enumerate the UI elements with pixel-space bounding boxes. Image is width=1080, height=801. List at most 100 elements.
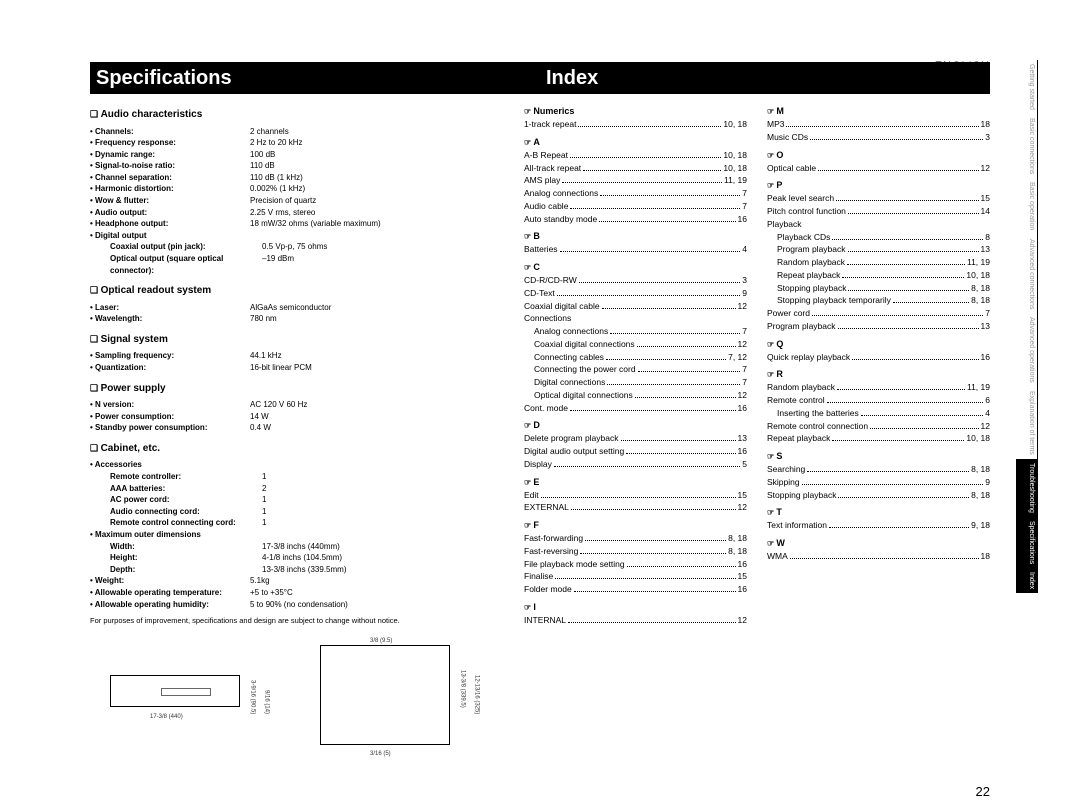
index-entry-text: Playback CDs — [767, 231, 830, 244]
side-tab[interactable]: Advanced operations — [1016, 313, 1038, 387]
index-entry-page: 11, 19 — [724, 174, 747, 187]
spec-label: Remote control connecting cord: — [102, 517, 262, 529]
index-entry-page: 8, 18 — [728, 532, 747, 545]
dim-label-depth: 13-3/8 (339.5) — [458, 670, 467, 708]
index-entry-page: 11, 19 — [967, 381, 990, 394]
index-entry: Optical cable12 — [767, 162, 990, 175]
index-entry-page: 16 — [738, 402, 747, 415]
spec-label: Digital output — [90, 230, 250, 242]
dotted-leader — [579, 282, 741, 283]
side-tab[interactable]: Getting started — [1016, 60, 1038, 114]
spec-section-heading: Cabinet, etc. — [90, 442, 500, 457]
spec-row: Depth:13-3/8 inchs (339.5mm) — [90, 564, 500, 576]
index-entry-text: Quick replay playback — [767, 351, 850, 364]
index-entry: Remote control6 — [767, 394, 990, 407]
spec-label: Allowable operating temperature: — [90, 587, 250, 599]
side-tab[interactable]: Advanced connections — [1016, 235, 1038, 313]
side-tab[interactable]: Basic operation — [1016, 178, 1038, 234]
spec-row: Dynamic range:100 dB — [90, 149, 500, 161]
spec-value: 13-3/8 inchs (339.5mm) — [262, 564, 500, 576]
dotted-leader — [610, 333, 740, 334]
dotted-leader — [600, 195, 740, 196]
index-entry-text: Playback — [767, 218, 802, 231]
spec-value: 100 dB — [250, 149, 500, 161]
index-entry: Playback — [767, 218, 990, 231]
spec-label: AC power cord: — [102, 494, 262, 506]
dotted-leader — [836, 200, 978, 201]
spec-row: Optical output (square optical connector… — [90, 253, 500, 276]
index-group-heading: C — [524, 262, 747, 272]
dotted-leader — [635, 397, 736, 398]
spec-label: Wavelength: — [90, 313, 250, 325]
index-entry-page: 13 — [981, 243, 990, 256]
index-entry-page: 16 — [738, 583, 747, 596]
dotted-leader — [541, 497, 736, 498]
side-tab[interactable]: Basic connections — [1016, 114, 1038, 178]
spec-label: Wow & flutter: — [90, 195, 250, 207]
spec-row: N version:AC 120 V 60 Hz — [90, 399, 500, 411]
spec-label: Maximum outer dimensions — [90, 529, 250, 541]
spec-row: AAA batteries:2 — [90, 483, 500, 495]
index-entry-text: Connecting cables — [524, 351, 604, 364]
spec-label: Dynamic range: — [90, 149, 250, 161]
index-entry: Stopping playback8, 18 — [767, 489, 990, 502]
dotted-leader — [827, 402, 984, 403]
dotted-leader — [638, 371, 741, 372]
dotted-leader — [578, 126, 721, 127]
spec-label: Coaxial output (pin jack): — [102, 241, 262, 253]
spec-label: Audio output: — [90, 207, 250, 219]
spec-row: Sampling frequency:44.1 kHz — [90, 350, 500, 362]
index-entry-page: 12 — [981, 420, 990, 433]
spec-value: –19 dBm — [262, 253, 500, 276]
spec-label: Standby power consumption: — [90, 422, 250, 434]
index-entry: Skipping9 — [767, 476, 990, 489]
index-entry: Stopping playback temporarily8, 18 — [767, 294, 990, 307]
dim-label-h2: 9/16 (14) — [262, 690, 271, 714]
spec-label: Signal-to-noise ratio: — [90, 160, 250, 172]
spec-value: 780 nm — [250, 313, 500, 325]
index-entry-text: Connections — [524, 312, 571, 325]
side-tab[interactable]: Troubleshooting — [1016, 459, 1038, 517]
index-entry-text: Delete program playback — [524, 432, 619, 445]
dotted-leader — [838, 328, 979, 329]
index-entry: Connecting cables7, 12 — [524, 351, 747, 364]
spec-row: Standby power consumption:0.4 W — [90, 422, 500, 434]
page-number: 22 — [976, 784, 990, 799]
spec-value: +5 to +35°C — [250, 587, 500, 599]
index-entry-page: 7 — [985, 307, 990, 320]
spec-value: 16-bit linear PCM — [250, 362, 500, 374]
index-entry: File playback mode setting16 — [524, 558, 747, 571]
index-entry-text: Fast-reversing — [524, 545, 578, 558]
dotted-leader — [602, 308, 736, 309]
index-entry-text: Peak level search — [767, 192, 834, 205]
dotted-leader — [554, 466, 740, 467]
dotted-leader — [571, 509, 736, 510]
spec-section: Signal systemSampling frequency:44.1 kHz… — [90, 333, 500, 374]
spec-section-heading: Audio characteristics — [90, 108, 500, 123]
index-group-heading: D — [524, 420, 747, 430]
index-entry-text: Stopping playback temporarily — [767, 294, 891, 307]
side-tab[interactable]: Index — [1016, 568, 1038, 593]
index-entry-text: Repeat playback — [767, 432, 830, 445]
index-entry: A-B Repeat10, 18 — [524, 149, 747, 162]
index-entry-page: 7 — [742, 376, 747, 389]
index-entry-text: Connecting the power cord — [524, 363, 636, 376]
dotted-leader — [870, 428, 978, 429]
dotted-leader — [861, 415, 984, 416]
spec-label: Headphone output: — [90, 218, 250, 230]
side-tab[interactable]: Specifications — [1016, 517, 1038, 568]
spec-value: 0.4 W — [250, 422, 500, 434]
index-entry-text: Text information — [767, 519, 827, 532]
spec-row: Coaxial output (pin jack):0.5 Vp-p, 75 o… — [90, 241, 500, 253]
spec-label: Width: — [102, 541, 262, 553]
side-tab[interactable]: Explanation of terms — [1016, 387, 1038, 459]
index-entry-text: File playback mode setting — [524, 558, 625, 571]
spec-label: Harmonic distortion: — [90, 183, 250, 195]
spec-value: 14 W — [250, 411, 500, 423]
spec-row: Weight:5.1kg — [90, 575, 500, 587]
dotted-leader — [786, 126, 978, 127]
index-entry-text: Remote control connection — [767, 420, 868, 433]
index-entry-text: Pitch control function — [767, 205, 846, 218]
spec-label: Audio connecting cord: — [102, 506, 262, 518]
index-column-1: Numerics1-track repeat10, 18AA-B Repeat1… — [524, 100, 747, 775]
